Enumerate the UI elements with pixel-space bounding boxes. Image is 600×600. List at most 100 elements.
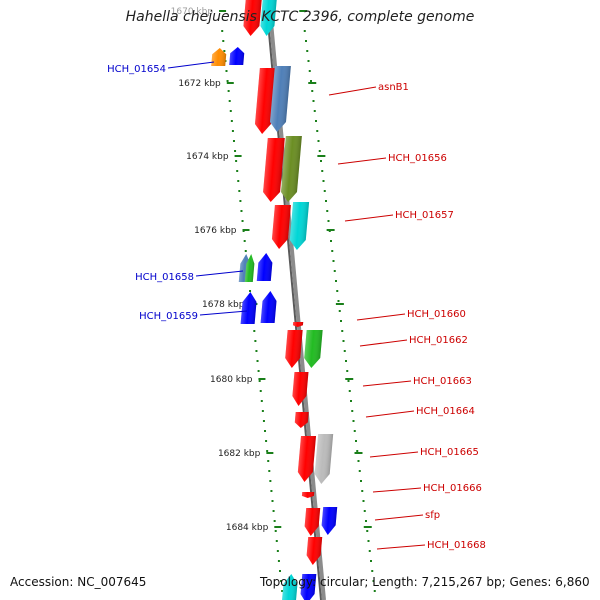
scale-dot xyxy=(335,280,337,282)
map-title: Hahella chejuensis KCTC 2396, complete g… xyxy=(125,9,475,25)
gene-arrow-plus xyxy=(243,0,264,36)
gene-leader-line xyxy=(356,313,406,321)
scale-dot xyxy=(337,300,340,302)
scale-dot xyxy=(310,80,312,82)
gene-arrow-plus xyxy=(294,412,309,428)
gene-label-plus: HCH_01666 xyxy=(423,483,482,494)
scale-dot xyxy=(342,340,345,342)
scale-dot xyxy=(341,330,344,332)
scale-dot xyxy=(372,580,375,582)
scale-dot xyxy=(320,160,322,162)
scale-dot xyxy=(273,520,276,522)
scale-dot xyxy=(367,540,370,542)
gene-label-plus: HCH_01662 xyxy=(409,335,468,346)
scale-dot xyxy=(358,470,361,472)
scale-dot xyxy=(276,550,279,552)
gene-leader-line xyxy=(369,451,419,458)
scale-dot xyxy=(353,430,356,432)
gene-label-plus: HCH_01656 xyxy=(388,153,447,164)
gene-leader-line xyxy=(362,380,412,387)
scale-dot xyxy=(241,220,244,222)
scale-dot xyxy=(281,590,284,592)
scale-dot xyxy=(239,200,242,202)
scale-dot xyxy=(368,550,371,552)
gene-leader-line xyxy=(372,487,422,493)
gene-arrow-minus xyxy=(256,253,273,281)
scale-dot xyxy=(347,380,350,382)
scale-dot xyxy=(315,120,317,122)
scale-dot xyxy=(231,130,234,132)
scale-dot xyxy=(253,330,256,332)
gene-leader-line xyxy=(328,86,377,96)
scale-dot xyxy=(257,370,260,372)
gene-arrow-minus xyxy=(240,292,257,324)
gene-arrow-plus xyxy=(263,138,285,202)
gene-label-plus: HCH_01657 xyxy=(395,210,454,221)
scale-dot xyxy=(327,220,330,222)
gene-arrow-plus xyxy=(321,507,338,535)
scale-dot xyxy=(321,170,324,172)
scale-dot xyxy=(316,130,319,132)
scale-dot xyxy=(243,240,246,242)
gene-arrow-plus xyxy=(304,330,323,368)
gene-label-plus: HCH_01664 xyxy=(416,406,475,417)
tick-label: 1684 kbp xyxy=(226,523,269,533)
scale-dot xyxy=(266,450,269,452)
gene-arrow-plus xyxy=(260,0,279,36)
gene-arrow-plus xyxy=(292,372,309,406)
gene-arrow-plus xyxy=(306,537,323,565)
scale-dot xyxy=(230,120,233,122)
gene-label-plus: HCH_01668 xyxy=(427,540,486,551)
gene-arrow-partial xyxy=(300,574,317,600)
scale-dot xyxy=(306,50,309,52)
scale-dot xyxy=(271,500,274,502)
topology-label: Topology: circular; Length: 7,215,267 bp… xyxy=(260,575,590,589)
gene-arrow-minus xyxy=(244,254,255,282)
tick-label: 1682 kbp xyxy=(218,449,261,459)
gene-arrow-plus xyxy=(301,492,315,498)
scale-dot xyxy=(234,150,237,152)
scale-dot xyxy=(222,40,225,42)
gene-arrow-plus xyxy=(314,434,334,484)
scale-dot xyxy=(350,400,352,402)
scale-dot xyxy=(256,360,259,362)
scale-dot xyxy=(362,500,365,502)
scale-dot xyxy=(274,530,277,532)
scale-dot xyxy=(357,460,360,462)
scale-dot xyxy=(275,540,278,542)
scale-dot xyxy=(227,90,230,92)
scale-dot xyxy=(317,140,320,142)
gene-leader-line xyxy=(199,310,248,316)
scale-dot xyxy=(244,250,247,252)
scale-dot xyxy=(237,180,240,182)
gene-arrow-plus xyxy=(297,436,317,482)
scale-dot xyxy=(280,580,283,582)
gene-arrow-plus xyxy=(289,202,310,250)
scale-dot xyxy=(261,410,264,412)
gene-label-plus: sfp xyxy=(425,510,440,521)
gene-label-plus: asnB1 xyxy=(378,82,409,93)
scale-dot xyxy=(332,260,335,262)
gene-arrow-partial xyxy=(281,574,298,600)
scale-dot xyxy=(308,70,311,72)
scale-dot xyxy=(345,360,347,362)
tick-label: 1680 kbp xyxy=(210,375,253,385)
gene-arrow-plus xyxy=(304,508,321,536)
scale-dot xyxy=(366,530,369,532)
scale-dot xyxy=(264,430,267,432)
scale-dot xyxy=(277,560,280,562)
scale-dot xyxy=(260,400,263,402)
scale-dot xyxy=(338,310,341,312)
scale-dot xyxy=(229,110,232,112)
gene-leader-line xyxy=(337,157,387,165)
scale-dot xyxy=(303,30,306,32)
gene-label-plus: HCH_01663 xyxy=(413,376,472,387)
scale-dot xyxy=(355,440,357,442)
gene-leader-line xyxy=(195,270,244,277)
gene-leader-line xyxy=(167,61,215,69)
tick-label: 1678 kbp xyxy=(202,300,245,310)
scale-dot xyxy=(259,390,262,392)
scale-dot xyxy=(232,140,235,142)
scale-dot xyxy=(352,420,355,422)
scale-dot xyxy=(267,460,270,462)
